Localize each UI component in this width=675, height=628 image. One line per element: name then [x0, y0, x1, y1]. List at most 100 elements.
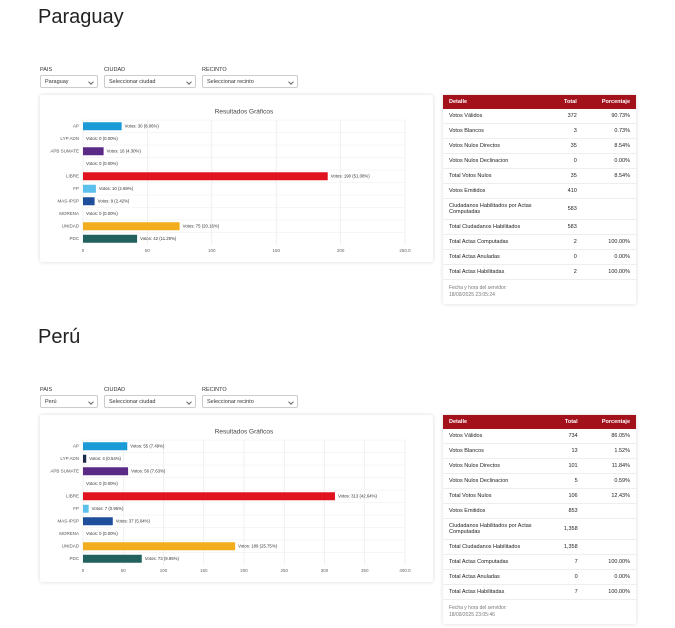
table-cell: [583, 539, 636, 555]
table-row: Votos Nulos Declinacion 5 0.59%: [443, 473, 636, 489]
category-label: AP: [73, 123, 79, 128]
table-cell: 853: [550, 503, 584, 519]
x-tick-label: 0: [82, 568, 85, 573]
category-label: APB SUMATE: [50, 468, 79, 473]
bar: [83, 442, 128, 451]
table-card: Detalle Total Porcentaje Votos Válidos 372 90…: [443, 95, 636, 304]
value-label: Votos: 0 (0.00%): [86, 161, 118, 166]
bar: [83, 184, 96, 193]
table-cell: Total Actas Computadas: [443, 234, 550, 250]
header-row: Detalle Total Porcentaje: [443, 415, 636, 429]
table-cell: Total Actas Habilitadas: [443, 584, 550, 600]
table-cell: 101: [550, 458, 584, 474]
value-label: Votos: 73 (9.95%): [145, 556, 180, 561]
table-row: Total Actas Habilitadas 2 100.00%: [443, 264, 636, 280]
table-cell: Total Actas Anuladas: [443, 249, 550, 265]
results-table: Detalle Total Porcentaje Votos Válidos 734 86…: [443, 415, 636, 600]
footer-line: 18/09/2025 23:05:46: [449, 612, 495, 618]
table-cell: 0.00%: [582, 249, 636, 265]
value-label: Votos: 0 (0.00%): [86, 211, 118, 216]
chart-title: Resultados Gráficos: [215, 109, 274, 116]
table-row: Total Actas Computadas 7 100.00%: [443, 554, 636, 570]
value-label: Votos: 4 (0.54%): [89, 456, 121, 461]
header-row: Detalle Total Porcentaje: [443, 95, 636, 109]
x-tick-label: 0: [82, 248, 85, 253]
x-tick-label: 50: [121, 568, 127, 573]
x-tick-label: 300: [321, 568, 329, 573]
category-label: PDC: [69, 236, 79, 241]
table-row: Total Ciudadanos Habilitados 583: [443, 219, 636, 235]
table-cell: 106: [550, 488, 584, 504]
footer-line: Fecha y hora del servidor:: [449, 285, 507, 291]
category-label: MORENA: [59, 531, 79, 536]
table-row: Total Votos Nulos 35 8.54%: [443, 168, 636, 184]
value-label: Votos: 9 (2.42%): [98, 198, 130, 203]
header-cell: Porcentaje: [583, 415, 636, 429]
chart: Resultados Gráficos 0 50 100 150 200 250.0 AP Vo…: [50, 109, 411, 253]
filter-select[interactable]: Seleccionar recinto: [202, 75, 298, 88]
table-cell: 3: [550, 123, 583, 139]
table-cell: 7: [550, 584, 584, 600]
table-row: Votos Nulos Directos 101 11.84%: [443, 458, 636, 474]
category-label: MAS-IPSP: [57, 198, 79, 203]
table-cell: 100.00%: [582, 264, 636, 280]
footer-line: 18/09/2025 23:05:24: [449, 292, 495, 298]
table-cell: Votos Blancos: [443, 443, 550, 459]
table-cell: Votos Nulos Directos: [443, 458, 550, 474]
table-cell: 11.84%: [583, 458, 636, 474]
category-label: LIBRE: [66, 493, 79, 498]
table-row: Votos Blancos 3 0.73%: [443, 123, 636, 139]
category-label: LIBRE: [66, 173, 79, 178]
bar: [83, 197, 95, 206]
filter-select[interactable]: Paraguay: [40, 75, 98, 88]
header-cell: Total: [550, 95, 583, 109]
table-cell: Votos Válidos: [443, 429, 550, 444]
value-label: Votos: 16 (4.30%): [107, 148, 142, 153]
chart: Resultados Gráficos 0 50 100 150 200 250 300 350…: [50, 429, 411, 573]
x-tick-label: 200: [337, 248, 345, 253]
table-cell: 0: [550, 153, 583, 169]
category-label: PDC: [69, 556, 79, 561]
bar: [83, 222, 180, 231]
filter-label: CIUDAD: [104, 67, 126, 73]
value-label: Votos: 189 (25.75%): [238, 543, 278, 548]
table-cell: 100.00%: [582, 234, 636, 250]
table-cell: [583, 503, 636, 519]
filter-select[interactable]: Perú: [40, 395, 98, 408]
value-label: Votos: 190 (51.08%): [331, 173, 371, 178]
x-tick-label: 250.0: [399, 248, 411, 253]
table-footer: Fecha y hora del servidor: 18/09/2025 23:…: [443, 600, 636, 624]
table-cell: 13: [550, 443, 584, 459]
category-label: APB SUMATE: [50, 148, 79, 153]
bar: [83, 122, 122, 131]
table-row: Total Votos Nulos 106 12.43%: [443, 488, 636, 504]
table-row: Total Actas Anuladas 0 0.00%: [443, 569, 636, 585]
filter-select[interactable]: Seleccionar ciudad: [104, 395, 196, 408]
table-cell: 35: [550, 138, 583, 154]
table-cell: 0: [550, 249, 583, 265]
table-cell: Votos Nulos Declinacion: [443, 473, 550, 489]
table-cell: [582, 198, 636, 220]
category-label: UNIDAD: [62, 223, 80, 228]
table-cell: [582, 219, 636, 235]
table-cell: 100.00%: [583, 554, 636, 570]
value-label: Votos: 0 (0.00%): [86, 481, 118, 486]
x-tick-label: 100: [208, 248, 216, 253]
table-cell: [583, 518, 636, 540]
table-cell: 1,358: [550, 518, 584, 540]
table-cell: 0: [550, 569, 584, 585]
filter-select[interactable]: Seleccionar recinto: [202, 395, 298, 408]
table-cell: Total Actas Computadas: [443, 554, 550, 570]
table-cell: Total Votos Nulos: [443, 168, 550, 184]
x-tick-label: 200: [240, 568, 248, 573]
table-cell: 8.54%: [582, 168, 636, 184]
table-cell: 734: [550, 429, 584, 444]
value-label: Votos: 313 (42.64%): [338, 493, 378, 498]
filter-select[interactable]: Seleccionar ciudad: [104, 75, 196, 88]
table-cell: 372: [550, 109, 583, 124]
category-label: LYP ADN: [60, 456, 79, 461]
table-cell: Votos Válidos: [443, 109, 550, 124]
category-label: LYP ADN: [60, 136, 79, 141]
x-tick-label: 150: [200, 568, 208, 573]
table-cell: 12.43%: [583, 488, 636, 504]
